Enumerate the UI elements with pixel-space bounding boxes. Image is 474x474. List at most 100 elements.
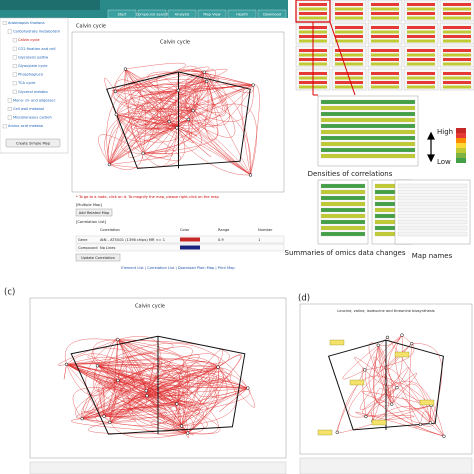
correlation-curve [187, 402, 219, 434]
thumbnail-bar [443, 35, 471, 38]
correlation-curve [191, 69, 254, 86]
tree-item[interactable]: Carbohydrate metabolism [13, 30, 60, 34]
tree-item[interactable]: Cell wall metabol [13, 107, 44, 111]
table-stub-d [299, 457, 473, 474]
thumbnail-bar [335, 7, 363, 11]
tree-toggle[interactable] [12, 89, 17, 94]
correlation-curve [387, 334, 432, 406]
footer-links[interactable]: Element List | Correlation List | Downlo… [121, 266, 235, 270]
tree-toggle[interactable] [7, 98, 12, 103]
thumbnail-bar [371, 81, 399, 84]
correlation-curve [83, 411, 182, 427]
pathway-node [116, 378, 120, 383]
nav-tab-label: Map View [203, 12, 220, 16]
thumbnail-bar [407, 62, 435, 66]
sidebar [0, 17, 69, 154]
thumbnail-bar [407, 30, 435, 34]
nav-tab[interactable] [167, 9, 197, 19]
thumbnail-bar [443, 7, 471, 11]
tree-item[interactable]: Glyoxylate cycle [18, 64, 48, 68]
thumbnail-bar [407, 72, 435, 75]
gene-box [419, 399, 435, 406]
pointer-line [329, 21, 356, 96]
header-logo [0, 0, 100, 10]
nav-tab[interactable] [107, 9, 137, 19]
tree-toggle[interactable] [7, 115, 12, 120]
detail-row [320, 219, 366, 225]
create-map-button[interactable] [5, 138, 61, 148]
tree-toggle[interactable] [7, 29, 12, 34]
nav-tab-label: Analysis [175, 12, 190, 16]
tree-toggle[interactable] [2, 21, 7, 25]
tree-item[interactable]: CO2 fixation and cell [18, 47, 55, 51]
thumbnail-bar [371, 72, 399, 75]
thumbnail-bar [371, 12, 399, 15]
thumbnail-bar [299, 12, 327, 15]
tree-item[interactable]: Mono- di- and oligosacc [13, 98, 56, 102]
nav-tab[interactable] [137, 9, 167, 19]
correlation-curve [115, 62, 186, 92]
correlation-curve [103, 366, 219, 417]
thumbnail-bar [443, 12, 471, 15]
correlation-curve [103, 393, 188, 434]
correlation-curve [193, 85, 254, 122]
tree-item[interactable]: Calvin cycle [18, 38, 40, 42]
pathway-node [175, 402, 179, 406]
update-button[interactable] [75, 253, 121, 262]
nav-tab[interactable] [257, 9, 287, 19]
correlation-curve [109, 365, 248, 423]
detail-row [320, 129, 416, 135]
detail-row [397, 189, 468, 195]
tree-item[interactable]: Glycolysis pathw [18, 55, 48, 59]
correlation-curve [109, 68, 185, 168]
correlation-curve [116, 96, 194, 115]
correlation-curve [104, 415, 136, 423]
thumbnail-bar [335, 58, 363, 61]
tree-toggle[interactable] [12, 46, 17, 51]
tree-toggle[interactable] [2, 124, 7, 129]
correlation-curve [143, 72, 205, 158]
tree-item[interactable]: TCA cycle [17, 81, 36, 85]
gene-box [349, 379, 365, 386]
tree-item[interactable]: Glycerol metabo [18, 90, 48, 94]
thumbnail-bar [443, 76, 471, 80]
pathway-node [102, 414, 106, 418]
tree-item[interactable]: Amino acid metabo [8, 124, 43, 128]
correlation-curve [150, 387, 248, 426]
nav-tab[interactable] [227, 9, 257, 19]
pathway-node [114, 112, 118, 117]
thumbnail-bar [443, 16, 471, 20]
pathway-node [216, 365, 220, 369]
color-swatch[interactable] [180, 245, 200, 250]
thumbnail-bar [335, 16, 363, 20]
thumbnail-bar [371, 58, 399, 61]
detail-row [320, 147, 416, 153]
tree-toggle[interactable] [12, 55, 17, 60]
tree-toggle[interactable] [12, 64, 17, 68]
correlation-curve [115, 68, 159, 134]
tree-item[interactable]: Phosphogluco [18, 73, 43, 77]
pathway-edge [327, 339, 444, 431]
tree-item[interactable]: Miscellaneous carboh [13, 116, 52, 120]
correlation-curve [81, 365, 219, 419]
add-map-label: Add Related Map [79, 211, 110, 215]
tree-item[interactable]: Arabidopsis thaliana [8, 21, 45, 25]
table-cell: 0.9 [218, 238, 224, 242]
thumbnail-bar [335, 26, 363, 29]
gene-box [394, 351, 410, 358]
correlation-curve [139, 90, 179, 97]
correlation-curve [365, 366, 409, 417]
table-stub-c [29, 461, 287, 474]
color-swatch[interactable] [180, 237, 200, 242]
tree-toggle[interactable] [12, 38, 17, 43]
nav-tab[interactable] [197, 9, 227, 19]
tree-toggle[interactable] [12, 72, 17, 77]
add-map-button[interactable] [75, 208, 113, 217]
thumbnail-bar [335, 3, 363, 6]
correlation-curve [365, 372, 417, 417]
pathway-node [191, 108, 195, 113]
tree-toggle[interactable] [12, 81, 17, 86]
thumbnail-bar [371, 53, 399, 57]
correlation-curve [125, 68, 223, 113]
tree-toggle[interactable] [7, 107, 12, 111]
